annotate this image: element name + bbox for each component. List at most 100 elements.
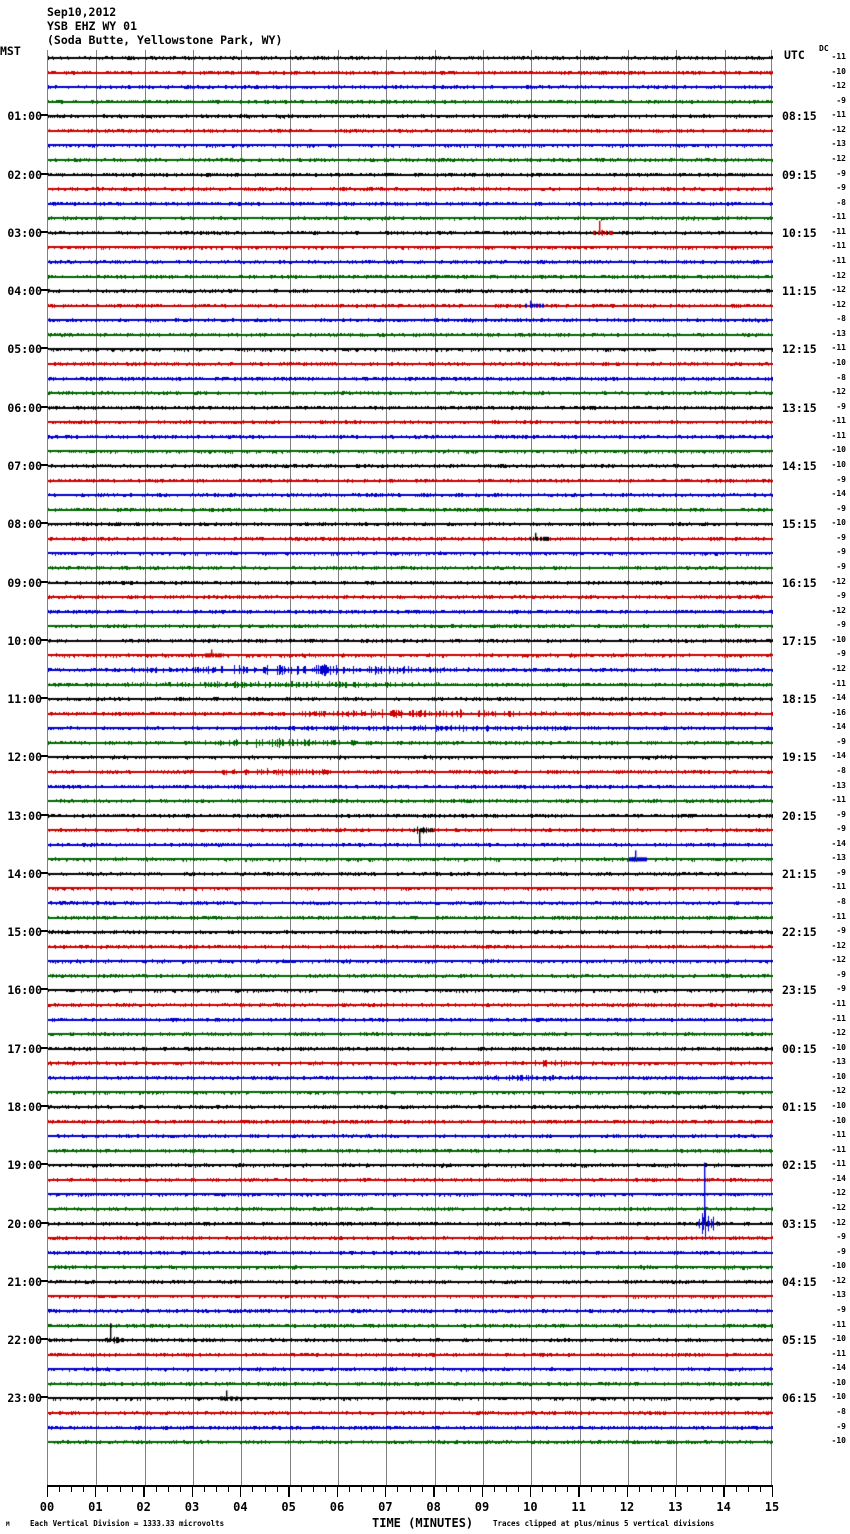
utc-hour-label: 15:15 bbox=[782, 517, 817, 532]
x-tick-label: 10 bbox=[523, 1500, 538, 1514]
dc-offset-value: -9 bbox=[836, 867, 846, 877]
x-axis bbox=[46, 1485, 773, 1497]
hour-tick bbox=[41, 1105, 48, 1108]
dc-offset-value: -9 bbox=[836, 1421, 846, 1431]
dc-offset-value: -9 bbox=[836, 984, 846, 994]
utc-hour-label: 11:15 bbox=[782, 284, 817, 299]
dc-offset-value: -10 bbox=[831, 357, 846, 367]
utc-hour-label: 02:15 bbox=[782, 1158, 817, 1173]
mst-hour-label: 03:00 bbox=[7, 225, 42, 240]
dc-offset-value: -12 bbox=[831, 1203, 846, 1213]
hour-tick bbox=[41, 1046, 48, 1049]
dc-offset-value: -10 bbox=[831, 518, 846, 528]
dc-offset-value: -12 bbox=[831, 605, 846, 615]
utc-hour-label: 14:15 bbox=[782, 458, 817, 473]
hour-tick bbox=[41, 755, 48, 758]
x-tick-label: 12 bbox=[619, 1500, 635, 1514]
utc-hour-label: 10:15 bbox=[782, 225, 817, 240]
utc-hour-label: 18:15 bbox=[782, 692, 817, 707]
mst-hour-label: 01:00 bbox=[7, 109, 42, 124]
x-major-tick bbox=[94, 1485, 97, 1497]
mst-hour-label: 23:00 bbox=[7, 1391, 42, 1406]
header-station: YSB EHZ WY 01 bbox=[47, 19, 138, 33]
dc-offset-value: -14 bbox=[831, 489, 846, 499]
mst-hour-label: 21:00 bbox=[7, 1274, 42, 1289]
mst-hour-label: 17:00 bbox=[7, 1041, 42, 1056]
dc-offset-value: -14 bbox=[831, 1173, 846, 1183]
mst-hour-label: 22:00 bbox=[7, 1333, 42, 1348]
dc-offset-value: -12 bbox=[831, 299, 846, 309]
hour-tick bbox=[41, 1396, 48, 1399]
x-minor-tick bbox=[602, 1485, 604, 1492]
utc-hour-label: 20:15 bbox=[782, 808, 817, 823]
dc-offset-value: -14 bbox=[831, 838, 846, 848]
x-minor-tick bbox=[71, 1485, 73, 1492]
dc-offset-value: -11 bbox=[831, 110, 846, 120]
dc-offset-value: -11 bbox=[831, 212, 846, 222]
mst-hour-label: 16:00 bbox=[7, 983, 42, 998]
x-minor-tick bbox=[699, 1485, 701, 1492]
dc-offset-value: -13 bbox=[831, 853, 846, 863]
x-tick-label: 07 bbox=[378, 1500, 393, 1514]
x-minor-tick bbox=[711, 1485, 713, 1492]
hour-tick bbox=[41, 1163, 48, 1166]
x-minor-tick bbox=[107, 1485, 109, 1492]
dc-offset-value: -11 bbox=[831, 416, 846, 426]
x-minor-tick bbox=[469, 1485, 471, 1492]
dc-offset-value: -9 bbox=[836, 824, 846, 834]
dc-offset-value: -9 bbox=[836, 168, 846, 178]
mst-hour-label: 12:00 bbox=[7, 750, 42, 765]
x-minor-tick bbox=[361, 1485, 363, 1492]
left-axis-label: MST bbox=[0, 44, 21, 58]
dc-offset-value: -10 bbox=[831, 1042, 846, 1052]
mst-hour-label: 09:00 bbox=[7, 575, 42, 590]
dc-offset-value: -12 bbox=[831, 576, 846, 586]
hour-tick bbox=[41, 522, 48, 525]
utc-hour-label: 17:15 bbox=[782, 633, 817, 648]
hour-tick bbox=[41, 289, 48, 292]
mst-hour-label: 18:00 bbox=[7, 1100, 42, 1115]
x-major-tick bbox=[626, 1485, 628, 1497]
dc-offset-value: -14 bbox=[831, 722, 846, 732]
x-minor-tick bbox=[83, 1485, 85, 1492]
x-tick-label: 03 bbox=[184, 1500, 200, 1514]
seismogram-traces bbox=[48, 50, 773, 1485]
dc-offset-value: -9 bbox=[836, 591, 846, 601]
x-minor-tick bbox=[216, 1485, 218, 1492]
mst-hour-label: 10:00 bbox=[7, 633, 42, 648]
x-major-tick bbox=[578, 1485, 580, 1497]
x-minor-tick bbox=[554, 1485, 556, 1492]
hour-tick bbox=[41, 230, 48, 233]
x-minor-tick bbox=[276, 1485, 278, 1492]
dc-offset-value: -13 bbox=[831, 328, 846, 338]
hour-tick bbox=[41, 1221, 48, 1224]
dc-offset-value: -12 bbox=[831, 940, 846, 950]
x-minor-tick bbox=[759, 1485, 761, 1492]
dc-offset-value: -9 bbox=[836, 649, 846, 659]
x-minor-tick bbox=[252, 1485, 254, 1492]
x-minor-tick bbox=[155, 1485, 157, 1492]
dc-offset-value: -11 bbox=[831, 1319, 846, 1329]
dc-offset-value: -9 bbox=[836, 736, 846, 746]
x-minor-tick bbox=[457, 1485, 459, 1492]
mst-hour-label: 05:00 bbox=[7, 342, 42, 357]
dc-offset-value: -11 bbox=[831, 678, 846, 688]
dc-offset-value: -12 bbox=[831, 663, 846, 673]
dc-offset-value: -8 bbox=[836, 197, 846, 207]
mst-hour-label: 02:00 bbox=[7, 167, 42, 182]
x-minor-tick bbox=[312, 1485, 314, 1492]
hour-tick bbox=[41, 405, 48, 408]
utc-hour-label: 13:15 bbox=[782, 400, 817, 415]
hour-tick bbox=[41, 463, 48, 466]
header-location: (Soda Butte, Yellowstone Park, WY) bbox=[47, 33, 283, 47]
dc-offset-value: -9 bbox=[836, 532, 846, 542]
x-major-tick bbox=[529, 1485, 532, 1497]
dc-offset-value: -12 bbox=[831, 153, 846, 163]
hour-tick bbox=[41, 871, 48, 874]
dc-offset-value: -9 bbox=[836, 969, 846, 979]
dc-offset-value: -10 bbox=[831, 1436, 846, 1446]
x-major-tick bbox=[481, 1485, 483, 1497]
x-minor-tick bbox=[566, 1485, 568, 1492]
x-axis-title: TIME (MINUTES) bbox=[372, 1516, 474, 1530]
